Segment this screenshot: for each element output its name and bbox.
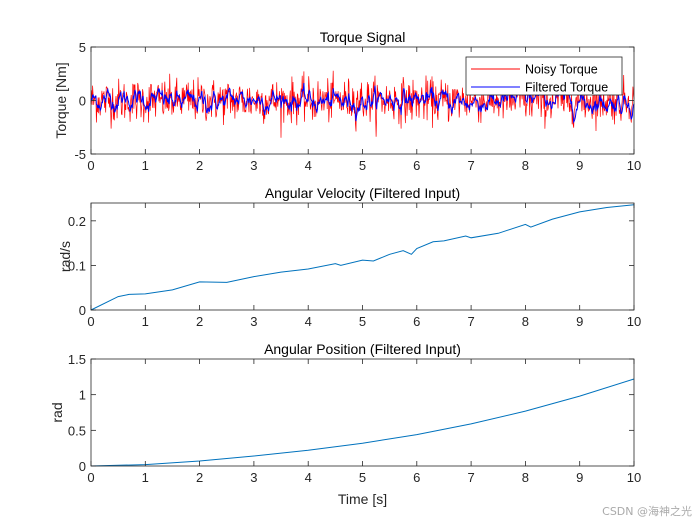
x-tick-label: 6 bbox=[413, 470, 420, 485]
x-tick-label: 6 bbox=[413, 314, 420, 329]
x-tick-label: 3 bbox=[250, 470, 257, 485]
velocity-line bbox=[90, 204, 635, 311]
subplot-3: 0 1 2 3 4 5 6 7 8 9 10 0 0.5 1 1.5 Angular Position (Fi… bbox=[49, 341, 641, 507]
y-axis-label: Torque [Nm] bbox=[53, 62, 69, 138]
x-tick-label: 1 bbox=[142, 158, 149, 173]
chart-title: Angular Velocity (Filtered Input) bbox=[265, 185, 460, 201]
x-tick-label: 9 bbox=[576, 470, 583, 485]
chart-title: Torque Signal bbox=[320, 29, 406, 45]
y-tick-label: -5 bbox=[74, 147, 86, 162]
x-tick-label: 5 bbox=[359, 314, 366, 329]
x-tick-label: 8 bbox=[522, 314, 529, 329]
y-tick-label: 0 bbox=[79, 94, 86, 109]
x-tick-label: 10 bbox=[627, 314, 641, 329]
y-tick-label: 0 bbox=[79, 303, 86, 318]
y-tick-label: 1 bbox=[79, 388, 86, 403]
watermark: CSDN @海神之光 bbox=[602, 505, 692, 518]
x-tick-label: 7 bbox=[467, 314, 474, 329]
y-axis-label: rad bbox=[49, 402, 65, 422]
x-tick-label: 2 bbox=[196, 314, 203, 329]
x-tick-label: 7 bbox=[467, 470, 474, 485]
chart-title: Angular Position (Filtered Input) bbox=[264, 341, 461, 357]
y-tick-label: 0.2 bbox=[68, 214, 86, 229]
x-axis-label: Time [s] bbox=[338, 491, 387, 507]
y-tick-label: 0 bbox=[79, 459, 86, 474]
x-tick-label: 4 bbox=[305, 158, 312, 173]
x-tick-label: 10 bbox=[627, 158, 641, 173]
y-tick-label: 1.5 bbox=[68, 352, 86, 367]
x-tick-label: 5 bbox=[359, 470, 366, 485]
x-tick-label: 3 bbox=[250, 158, 257, 173]
x-tick-label: 5 bbox=[359, 158, 366, 173]
x-tick-label: 8 bbox=[522, 470, 529, 485]
x-tick-label: 1 bbox=[142, 470, 149, 485]
x-tick-label: 0 bbox=[87, 470, 94, 485]
x-tick-label: 10 bbox=[627, 470, 641, 485]
legend-box bbox=[465, 56, 623, 96]
x-tick-label: 9 bbox=[576, 158, 583, 173]
x-tick-label: 9 bbox=[576, 314, 583, 329]
position-line bbox=[90, 378, 635, 467]
x-tick-label: 0 bbox=[87, 314, 94, 329]
subplot-2: 0 1 2 3 4 5 6 7 8 9 10 0 0.1 0.2 Angular Velocity (Fil… bbox=[57, 185, 641, 329]
x-tick-label: 7 bbox=[467, 158, 474, 173]
x-tick-label: 4 bbox=[305, 470, 312, 485]
y-tick-label: 0.1 bbox=[68, 258, 86, 273]
x-tick-label: 2 bbox=[196, 470, 203, 485]
x-tick-label: 4 bbox=[305, 314, 312, 329]
plot-area bbox=[91, 203, 634, 310]
x-tick-label: 2 bbox=[196, 158, 203, 173]
legend-label: Filtered Torque bbox=[525, 81, 608, 95]
legend: Noisy Torque Filtered Torque bbox=[465, 56, 623, 96]
plot-area bbox=[91, 359, 634, 466]
x-tick-label: 8 bbox=[522, 158, 529, 173]
y-tick-label: 5 bbox=[79, 40, 86, 55]
y-axis-label: rad/s bbox=[57, 241, 73, 272]
x-tick-label: 1 bbox=[142, 314, 149, 329]
x-tick-label: 3 bbox=[250, 314, 257, 329]
x-tick-label: 0 bbox=[87, 158, 94, 173]
y-tick-label: 0.5 bbox=[68, 423, 86, 438]
legend-label: Noisy Torque bbox=[525, 63, 598, 77]
x-tick-label: 6 bbox=[413, 158, 420, 173]
